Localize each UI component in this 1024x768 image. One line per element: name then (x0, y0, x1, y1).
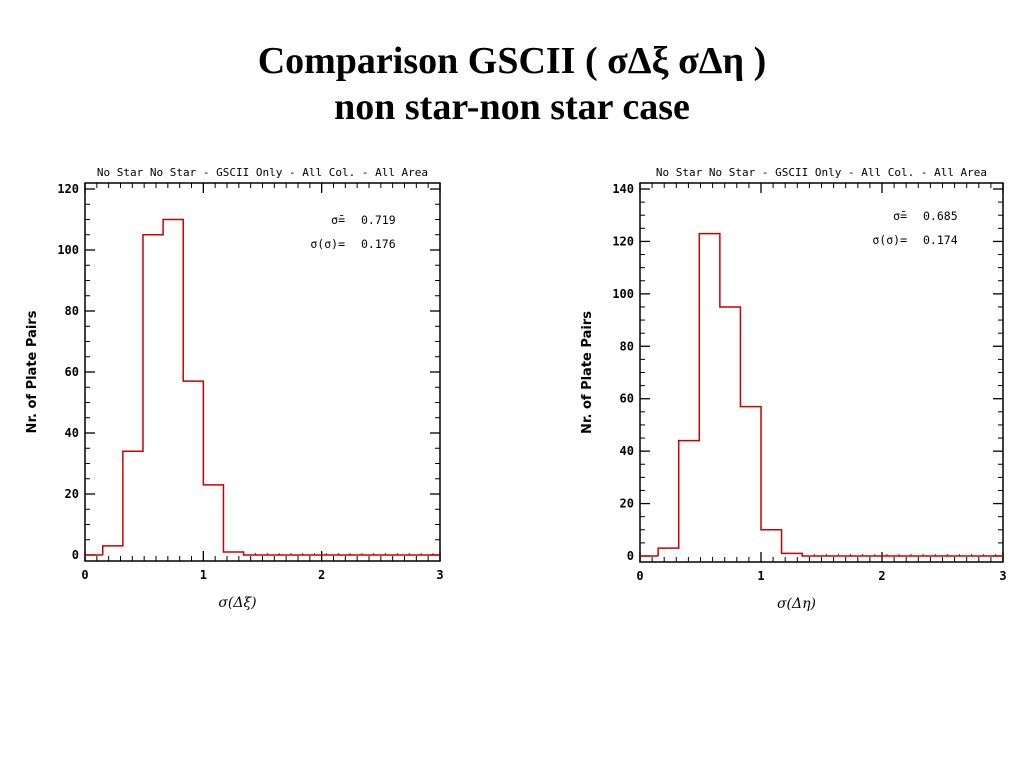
x-axis-label: σ(Δξ) (218, 595, 256, 611)
histogram-bar (123, 451, 143, 555)
histogram-bar (203, 485, 223, 555)
histogram-chart-xi: No Star No Star - GSCII Only - All Col. … (25, 166, 444, 611)
histogram-bar (103, 546, 123, 555)
y-tick-label: 20 (65, 487, 79, 501)
histogram-bar (761, 530, 782, 556)
histogram-bar (720, 307, 741, 556)
stat-value: 0.174 (923, 233, 958, 247)
y-tick-label: 40 (65, 426, 79, 440)
histogram-bar (163, 220, 183, 556)
x-tick-label: 2 (318, 568, 325, 582)
x-tick-label: 3 (436, 568, 443, 582)
stat-label: σ(σ)= (310, 237, 345, 251)
y-tick-label: 100 (57, 243, 79, 257)
slide-title-line-2: non star-non star case (334, 86, 690, 128)
y-tick-label: 40 (620, 444, 634, 458)
y-tick-label: 140 (612, 182, 634, 196)
y-tick-label: 80 (620, 339, 634, 353)
x-tick-label: 3 (999, 569, 1006, 583)
y-tick-label: 120 (612, 234, 634, 248)
x-tick-label: 1 (757, 569, 764, 583)
histogram-series (657, 232, 1003, 557)
y-tick-label: 100 (612, 287, 634, 301)
slide-title-line-1: Comparison GSCII ( σΔξ σΔη ) (257, 40, 767, 82)
plot-title: No Star No Star - GSCII Only - All Col. … (656, 166, 987, 179)
histogram-bar (183, 381, 203, 555)
stat-label: σ(σ)= (872, 233, 907, 247)
histogram-bar (143, 235, 163, 555)
stat-value: 0.685 (923, 209, 958, 223)
plot-title: No Star No Star - GSCII Only - All Col. … (97, 166, 428, 179)
stat-value: 0.176 (361, 237, 396, 251)
histogram-chart-eta: No Star No Star - GSCII Only - All Col. … (580, 166, 1007, 612)
histogram-bar (740, 407, 761, 556)
y-tick-label: 60 (620, 392, 634, 406)
y-tick-label: 80 (65, 304, 79, 318)
x-tick-label: 1 (200, 568, 207, 582)
x-tick-label: 0 (81, 568, 88, 582)
y-tick-label: 20 (620, 497, 634, 511)
histogram-bar (658, 548, 679, 556)
stat-value: 0.719 (361, 213, 396, 227)
x-tick-label: 0 (636, 569, 643, 583)
slide-title: Comparison GSCII ( σΔξ σΔη ) non star-no… (0, 38, 1024, 130)
y-tick-label: 0 (627, 549, 634, 563)
stat-label: σ̄= (331, 213, 345, 227)
y-axis-label: Nr. of Plate Pairs (25, 310, 40, 433)
y-tick-label: 0 (72, 548, 79, 562)
y-tick-label: 60 (65, 365, 79, 379)
stat-label: σ̄= (893, 209, 907, 223)
histogram-bar (699, 234, 720, 556)
x-tick-label: 2 (878, 569, 885, 583)
y-axis-label: Nr. of Plate Pairs (580, 311, 595, 434)
y-tick-label: 120 (57, 182, 79, 196)
x-axis-label: σ(Δη) (777, 596, 816, 612)
histogram-series (102, 218, 440, 556)
histogram-bar (679, 441, 700, 556)
